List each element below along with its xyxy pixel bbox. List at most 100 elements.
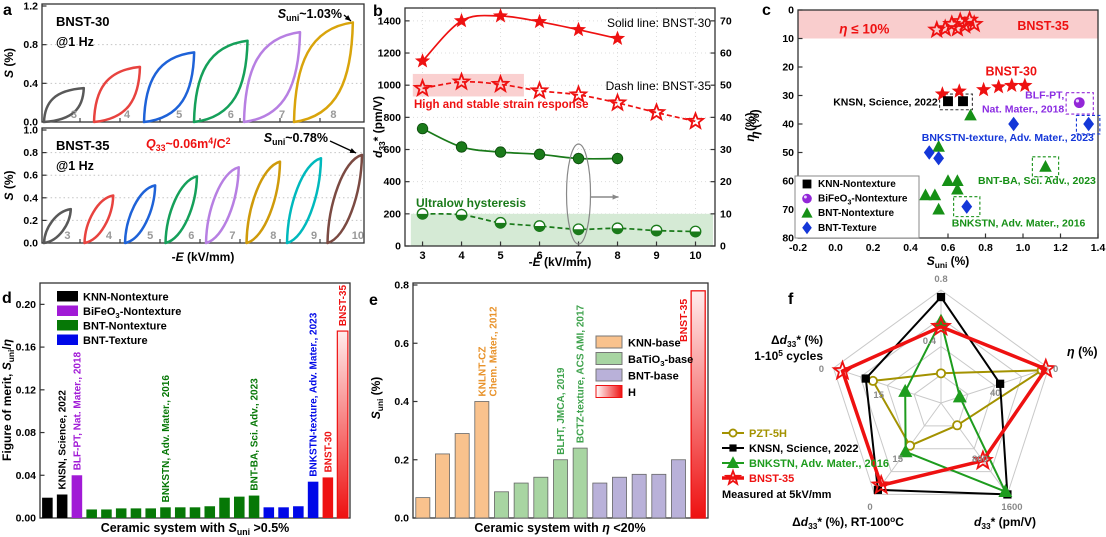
y-tick-label: 0.04 xyxy=(16,470,37,482)
bar-item xyxy=(115,508,127,518)
bar-item xyxy=(494,491,509,519)
left-axis-label: d33* (pm/V) xyxy=(371,96,387,158)
right-tick-label: 30 xyxy=(720,144,732,156)
y-axis-label: S (%) xyxy=(2,170,16,200)
y-tick-label: 0.8 xyxy=(23,39,38,51)
bar-label-line2: Chem. Mater., 2012 xyxy=(488,306,499,396)
legend-label: KNN-Nontexture xyxy=(818,179,896,190)
legend-label: KNSN, Science, 2022 xyxy=(749,443,858,455)
bar-item xyxy=(533,476,549,519)
bar-BNST-30 xyxy=(322,477,334,518)
y-tick-label: 0.8 xyxy=(394,280,409,292)
bar-item xyxy=(415,497,431,519)
open-star-marker xyxy=(723,468,743,486)
panel-label-a: a xyxy=(3,2,12,19)
circle-marker xyxy=(533,148,546,161)
bar-label: BNKSTN-texture, Adv. Mater., 2023 xyxy=(309,312,320,476)
right-axis-label: η (%) xyxy=(743,112,757,141)
strain-loop-3kV xyxy=(42,207,73,245)
left-tick-label: 200 xyxy=(383,208,401,220)
star-marker xyxy=(934,86,950,101)
bar-item xyxy=(189,507,201,518)
circle-marker xyxy=(572,152,585,165)
y-tick-label: 50 xyxy=(782,147,794,159)
diamond-marker xyxy=(1083,116,1095,132)
annotation: KNSN, Science, 2022 xyxy=(833,96,938,108)
open-star-marker xyxy=(412,77,433,97)
series-bnst-30-eta xyxy=(416,122,624,165)
series-bnst-30-d33- xyxy=(414,8,626,68)
q33-annotation: Q33~0.06m4/C2 xyxy=(146,136,231,153)
bar-BNKSTN, Adv. Mater., 2016 xyxy=(160,507,171,518)
bar-BNT-BA, Sci. Adv., 2023 xyxy=(248,495,260,518)
triangle-marker xyxy=(951,174,964,186)
star-marker xyxy=(570,21,587,37)
star-marker xyxy=(531,13,548,29)
right-tick-label: 50 xyxy=(720,80,732,92)
radar-chart: 0.8 0.4 0 40 1600 800 0 15 0 15 η (%) d33* (pm/V) Δd… xyxy=(722,274,1098,531)
tick-cyc-15: 15 xyxy=(873,390,884,401)
circle-marker xyxy=(494,146,507,158)
legend-label: BNST-35 xyxy=(749,473,794,485)
scatter-series-bnt-texture xyxy=(923,116,1095,214)
bar-item xyxy=(278,507,289,518)
triangle-marker xyxy=(1039,160,1052,172)
y-tick-label: 60 xyxy=(782,176,794,188)
legend-swatch xyxy=(595,335,623,349)
panel-label-c: c xyxy=(762,2,771,19)
triangle-marker xyxy=(898,383,913,397)
open-star-marker xyxy=(929,315,953,337)
open-star-marker xyxy=(1034,357,1057,379)
scatter-series-bnst-35 xyxy=(927,9,984,39)
plot-frame xyxy=(39,282,351,519)
bar-item xyxy=(101,509,112,518)
bar-label: KNLNT-CZ xyxy=(477,347,488,397)
tick-rt-15: 15 xyxy=(892,454,903,465)
legend-label: BNT-Texture xyxy=(818,223,877,234)
radar-tick-labels: 0.8 0.4 0 40 1600 800 0 15 0 15 xyxy=(819,274,1059,513)
strain-loop-10kV xyxy=(326,153,364,245)
loop-field-label: 8 xyxy=(330,109,336,121)
bar-label: BCTZ-texture, ACS AMI, 2017 xyxy=(576,304,587,443)
y-tick-label: 0.6 xyxy=(23,170,38,182)
legend-swatch xyxy=(595,352,623,365)
plot-frame xyxy=(41,3,365,123)
strain-loop-7kV xyxy=(204,166,240,245)
x-tick-label: 1.0 xyxy=(1016,242,1031,254)
panel-label-e: e xyxy=(369,292,378,309)
legend-label: KNN-base xyxy=(628,338,681,350)
bar-BLF-PT, Nat. Mater., 2018 xyxy=(71,475,83,518)
loop-field-label: 4 xyxy=(124,109,131,121)
plot-frame xyxy=(404,7,716,247)
left-tick-label: 400 xyxy=(383,176,401,188)
y-tick-label: 1.2 xyxy=(23,1,38,13)
legend-box xyxy=(794,175,920,239)
bar-KNSN, Science, 2022 xyxy=(56,494,68,518)
bar-item xyxy=(671,459,686,519)
legend-swatch xyxy=(57,334,78,345)
bar-item xyxy=(174,507,186,518)
diamond-marker xyxy=(933,151,945,166)
open-star-marker xyxy=(964,14,984,33)
bar-item xyxy=(454,433,470,519)
series-bnst-35-eta xyxy=(416,207,702,238)
triangle-marker xyxy=(919,188,932,201)
bar-BCTZ-texture, ACS AMI, 2017 xyxy=(572,447,588,519)
triangle-marker xyxy=(801,207,813,218)
highlight-dashed-box xyxy=(1031,156,1060,178)
diamond-marker xyxy=(923,145,935,160)
legend-label: BNKSTN, Adv. Mater., 2016 xyxy=(749,458,889,470)
bar-item xyxy=(435,453,450,519)
highlight-dashed-box xyxy=(953,196,981,218)
loop-field-label: 3 xyxy=(64,230,70,242)
square-marker xyxy=(873,485,883,494)
bar-BNST-35 xyxy=(336,330,349,519)
y-tick-label: 0 xyxy=(788,5,794,17)
strain-loop-6kV xyxy=(164,175,199,245)
x-tick-label: 4 xyxy=(458,250,465,262)
bar-label: BNST-35 xyxy=(338,285,349,327)
tick-d33-1600: 1600 xyxy=(1001,502,1022,513)
open-star-marker xyxy=(568,84,589,104)
panel-label-b: b xyxy=(373,3,383,20)
